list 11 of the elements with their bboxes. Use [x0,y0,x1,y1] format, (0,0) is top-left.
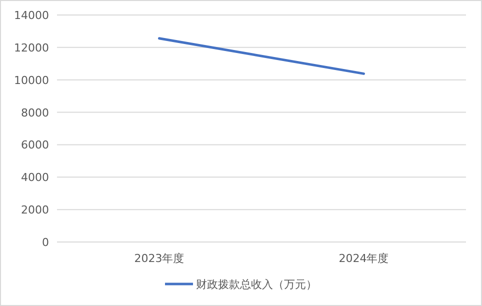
y-tick-label: 10000 [14,74,49,87]
y-tick-label: 4000 [21,171,49,184]
y-tick-label: 6000 [21,138,49,152]
x-tick-label: 2024年度 [338,252,389,265]
y-tick-label: 2000 [21,204,49,217]
y-tick-label: 12000 [14,41,49,54]
y-tick-label: 0 [42,236,49,249]
y-tick-label: 8000 [21,106,49,120]
x-tick-label: 2023年度 [134,252,184,265]
y-tick-label: 14000 [14,9,49,22]
legend-label: 财政拨款总收入（万元） [196,278,317,291]
